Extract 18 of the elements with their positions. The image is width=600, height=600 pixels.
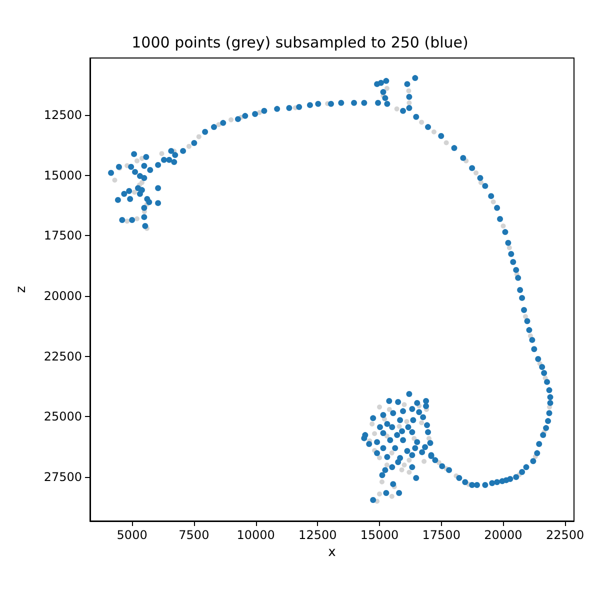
x-tick-label: 12500 (298, 528, 337, 542)
x-axis-title: x (328, 544, 336, 560)
y-tick-label: 17500 (44, 228, 82, 243)
y-axis-title: z (14, 286, 29, 293)
x-tick-label: 10000 (236, 528, 275, 542)
x-tick-label: 7500 (178, 528, 210, 542)
y-tick-label: 25000 (44, 410, 82, 424)
y-tick-label: 12500 (44, 108, 82, 122)
y-tick-label: 27500 (44, 470, 82, 484)
y-tick-label: 22500 (44, 349, 82, 364)
chart-title: 1000 points (grey) subsampled to 250 (blue) (132, 34, 468, 52)
x-tick-label: 15000 (360, 528, 399, 542)
y-tick-label: 15000 (44, 168, 82, 182)
x-tick-label: 20000 (484, 528, 522, 542)
x-tick-label: 17500 (422, 528, 460, 542)
y-tick-label: 20000 (44, 289, 82, 304)
x-tick-label: 22500 (546, 528, 584, 542)
x-tick-label: 5000 (116, 528, 148, 542)
